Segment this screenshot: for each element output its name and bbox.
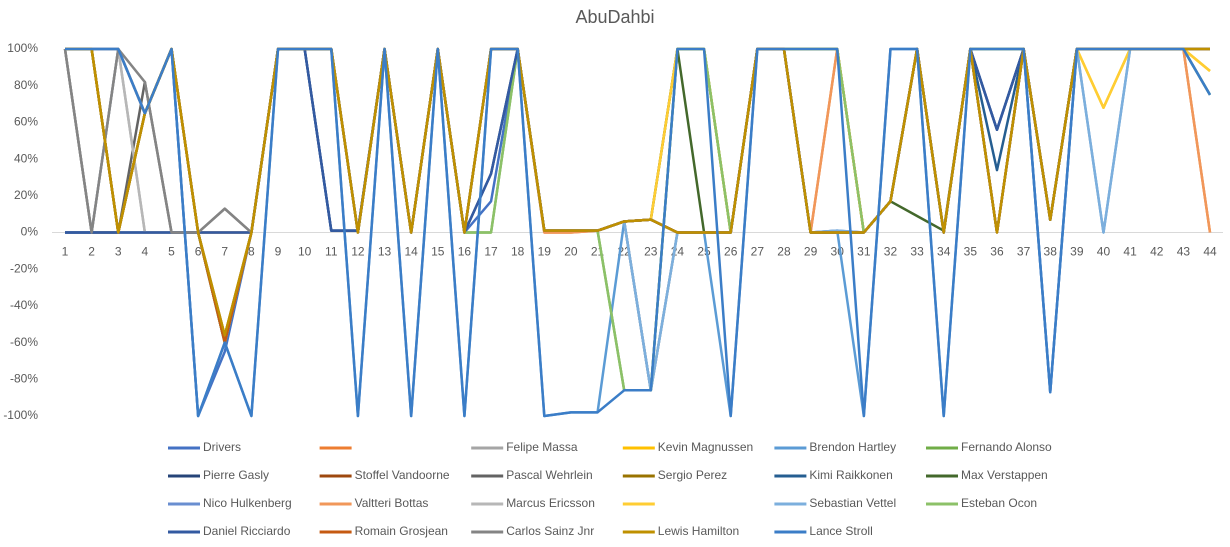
y-tick-label: 40% [14,151,38,165]
x-tick-label: 33 [910,245,924,259]
y-tick-label: 0% [21,225,39,239]
x-tick-label: 16 [458,245,472,259]
legend-label: Felipe Massa [506,440,578,454]
legend-label: Kimi Raikkonen [809,468,892,482]
y-tick-label: -100% [3,408,38,422]
x-tick-label: 28 [777,245,791,259]
x-tick-label: 1 [62,245,69,259]
chart-title: AbuDahbi [575,7,654,27]
x-tick-label: 5 [168,245,175,259]
legend-label: Brendon Hartley [809,440,896,454]
x-tick-label: 15 [431,245,445,259]
legend-label: Carlos Sainz Jnr [506,524,594,538]
x-tick-label: 19 [538,245,552,259]
x-tick-label: 17 [484,245,498,259]
legend-label: Pierre Gasly [203,468,269,482]
x-tick-label: 7 [221,245,228,259]
legend-label: Stoffel Vandoorne [355,468,450,482]
x-tick-label: 9 [275,245,282,259]
legend-label: Pascal Wehrlein [506,468,592,482]
x-tick-label: 32 [884,245,898,259]
x-tick-label: 2 [88,245,95,259]
x-tick-label: 34 [937,245,951,259]
y-tick-label: -40% [10,298,38,312]
x-tick-label: 13 [378,245,392,259]
legend-label: Fernando Alonso [961,440,1052,454]
y-tick-label: 20% [14,188,38,202]
legend-label: Marcus Ericsson [506,496,595,510]
y-tick-label: 60% [14,115,38,129]
y-tick-label: 80% [14,78,38,92]
legend-label: Romain Grosjean [355,524,448,538]
x-tick-label: 27 [751,245,765,259]
x-tick-label: 10 [298,245,312,259]
y-tick-label: 100% [7,41,38,55]
x-tick-label: 29 [804,245,818,259]
x-tick-label: 31 [857,245,871,259]
x-tick-label: 23 [644,245,658,259]
legend-label: Valtteri Bottas [355,496,429,510]
x-tick-label: 12 [351,245,365,259]
x-tick-label: 25 [697,245,711,259]
x-tick-label: 36 [990,245,1004,259]
x-tick-label: 20 [564,245,578,259]
legend-label: Nico Hulkenberg [203,496,292,510]
y-tick-label: -80% [10,371,38,385]
series-line [65,47,1210,337]
series-line [65,47,1212,418]
legend-label: Drivers [203,440,241,454]
x-tick-label: 6 [195,245,202,259]
legend-label: Kevin Magnussen [658,440,753,454]
legend-label: Sergio Perez [658,468,727,482]
x-tick-label: 35 [964,245,978,259]
legend-label: Lance Stroll [809,524,872,538]
x-tick-label: 39 [1070,245,1084,259]
x-tick-label: 43 [1177,245,1191,259]
x-tick-label: 8 [248,245,255,259]
x-tick-label: 11 [325,245,338,259]
x-tick-label: 41 [1123,245,1137,259]
x-tick-label: 18 [511,245,525,259]
x-tick-label: 44 [1203,245,1217,259]
y-tick-label: -60% [10,335,38,349]
x-tick-label: 3 [115,245,122,259]
y-tick-label: -20% [10,261,38,275]
x-tick-label: 4 [142,245,149,259]
x-tick-label: 26 [724,245,738,259]
legend-label: Sebastian Vettel [809,496,896,510]
x-tick-label: 38 [1044,245,1058,259]
legend-label: Daniel Ricciardo [203,524,291,538]
legend-label: Max Verstappen [961,468,1048,482]
legend-label: Esteban Ocon [961,496,1037,510]
legend-label: Lewis Hamilton [658,524,739,538]
x-tick-label: 37 [1017,245,1031,259]
x-tick-label: 40 [1097,245,1111,259]
x-tick-label: 42 [1150,245,1164,259]
x-tick-label: 14 [404,245,418,259]
